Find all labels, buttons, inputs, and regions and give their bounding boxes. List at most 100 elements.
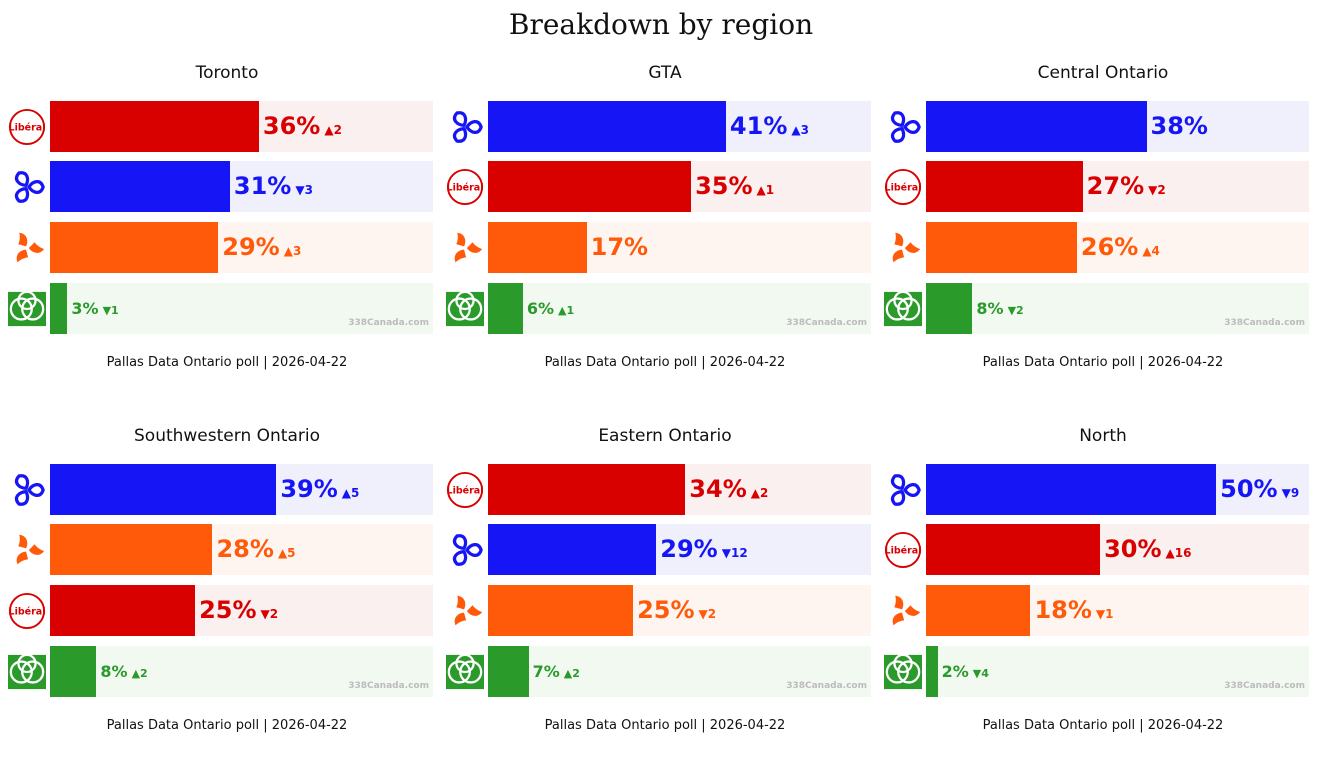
trillium-green-icon (446, 653, 484, 690)
value-label: 27% (1086, 172, 1145, 200)
liberal-logo-icon: Libéral (447, 168, 483, 206)
trillium-pc-icon (452, 534, 483, 566)
bar (488, 646, 529, 697)
bar-row: 3% ▼1 338Canada.com (8, 283, 446, 334)
liberal-logo-text: Libéral (9, 606, 46, 617)
bar (50, 283, 68, 334)
bar-row: Libéral 25% ▼2 (8, 585, 446, 636)
data-label: 41% ▲3 (730, 101, 809, 152)
bar-row: 26% ▲4 (884, 222, 1322, 273)
bar-row: 39% ▲5 (8, 464, 446, 515)
value-label: 34% (689, 475, 747, 503)
watermark: 338Canada.com (348, 318, 429, 328)
bar-track: 30% ▲16 (926, 524, 1309, 575)
data-label: 39% ▲5 (280, 464, 359, 515)
bar (926, 222, 1077, 273)
bar-track: 39% ▲5 (50, 464, 433, 515)
change-label: ▼9 (1281, 486, 1300, 500)
bar (50, 222, 219, 273)
bar-track: 25% ▼2 (488, 585, 871, 636)
change-label: ▲16 (1165, 546, 1192, 560)
data-label: 18% ▼1 (1034, 585, 1113, 636)
bar-row: 50% ▼9 (884, 464, 1322, 515)
trillium-green-icon (8, 653, 46, 690)
data-label: 25% ▼2 (637, 585, 716, 636)
data-label: 7% ▲2 (533, 646, 580, 697)
region-panel: North 50% ▼9 Libéral 30% ▲16 18% ▼1 2% ▼4 338Canad… (884, 426, 1322, 756)
watermark: 338Canada.com (1224, 681, 1305, 691)
region-panel: Southwestern Ontario 39% ▲5 28% ▲5 Libéral 25%… (8, 426, 446, 756)
region-panel: GTA 41% ▲3 Libéral 35% ▲1 17% 6% ▲1 338Canada.com… (446, 63, 884, 393)
bar-row: 28% ▲5 (8, 524, 446, 575)
change-label: ▲5 (277, 546, 296, 560)
trillium-pc-icon (890, 474, 921, 506)
bar-row: 38% (884, 101, 1322, 152)
value-label: 38% (1150, 112, 1208, 140)
bar (488, 222, 587, 273)
panel-title: Eastern Ontario (598, 426, 732, 446)
data-label: 31% ▼3 (234, 161, 313, 212)
data-label: 6% ▲1 (527, 283, 574, 334)
liberal-logo-text: Libéral (9, 122, 46, 133)
bar-row: Libéral 36% ▲2 (8, 101, 446, 152)
data-label: 38% (1151, 101, 1208, 152)
value-label: 29% (660, 535, 718, 563)
data-label: 8% ▼2 (976, 283, 1023, 334)
bar (50, 585, 196, 636)
bar-row: 41% ▲3 (446, 101, 884, 152)
trillium-green-icon (8, 290, 46, 327)
data-label: 3% ▼1 (71, 283, 118, 334)
trillium-pc-icon (14, 171, 45, 203)
trillium-ndp-icon (16, 232, 45, 263)
liberal-logo-text: Libéral (447, 485, 484, 496)
region-panel: Toronto Libéral 36% ▲2 31% ▼3 29% ▲3 3% ▼1 338Cana… (8, 63, 446, 393)
bar (488, 585, 634, 636)
value-label: 30% (1104, 535, 1162, 563)
panel-title: Southwestern Ontario (134, 426, 320, 446)
bar (50, 524, 213, 575)
panel-title: Toronto (195, 63, 259, 83)
value-label: 39% (280, 475, 338, 503)
bar-track: 38% (926, 101, 1309, 152)
region-panel: Central Ontario 38% Libéral 27% ▼2 26% ▲4 8% ▼2 3… (884, 63, 1322, 393)
bar-row: 2% ▼4 338Canada.com (884, 646, 1322, 697)
watermark: 338Canada.com (348, 681, 429, 691)
bar (926, 101, 1147, 152)
bar-row: 29% ▲3 (8, 222, 446, 273)
bar (50, 464, 277, 515)
bar (926, 464, 1217, 515)
change-label: ▲5 (341, 486, 360, 500)
watermark: 338Canada.com (1224, 318, 1305, 328)
change-label: ▲2 (131, 667, 148, 680)
data-label: 34% ▲2 (689, 464, 768, 515)
bar-row: 31% ▼3 (8, 161, 446, 212)
bar-track: 2% ▼4 338Canada.com (926, 646, 1309, 697)
data-label: 27% ▼2 (1087, 161, 1166, 212)
data-label: 29% ▼12 (660, 524, 747, 575)
chart-title: Breakdown by region (508, 8, 814, 41)
poll-source: Pallas Data Ontario poll | 2026-04-22 (106, 355, 348, 370)
bar (926, 283, 973, 334)
liberal-logo-icon: Libéral (9, 108, 46, 146)
data-label: 8% ▲2 (100, 646, 147, 697)
data-label: 25% ▼2 (199, 585, 278, 636)
panel-title: GTA (648, 63, 682, 83)
bar (926, 646, 938, 697)
bar-row: 25% ▼2 (446, 585, 884, 636)
bar-track: 8% ▲2 338Canada.com (50, 646, 433, 697)
bar-track: 17% (488, 222, 871, 273)
region-panel: Eastern Ontario Libéral 34% ▲2 29% ▼12 25% ▼2 7%… (446, 426, 884, 756)
bar (50, 161, 230, 212)
change-label: ▼1 (1095, 607, 1114, 621)
bar-track: 7% ▲2 338Canada.com (488, 646, 871, 697)
bar-track: 8% ▼2 338Canada.com (926, 283, 1309, 334)
value-label: 25% (199, 596, 257, 624)
data-label: 29% ▲3 (222, 222, 301, 273)
trillium-ndp-icon (892, 595, 921, 626)
bar-track: 29% ▲3 (50, 222, 433, 273)
value-label: 6% (526, 299, 554, 318)
value-label: 28% (216, 535, 274, 563)
change-label: ▲3 (791, 123, 809, 137)
bar-row: 17% (446, 222, 884, 273)
value-label: 18% (1034, 596, 1092, 624)
